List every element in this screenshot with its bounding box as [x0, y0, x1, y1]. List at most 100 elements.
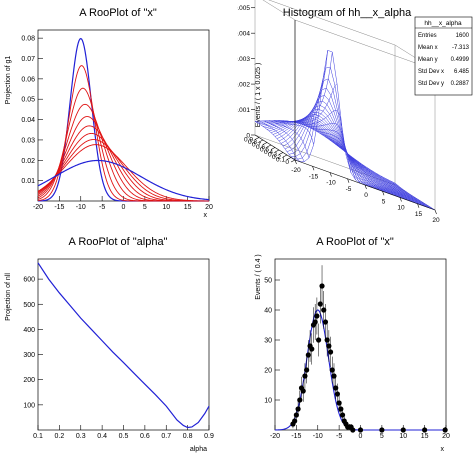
x-tick-label: 15 — [184, 204, 192, 211]
y-tick-label: 0.9 — [244, 137, 253, 144]
series-line-red — [37, 103, 209, 202]
x-tick-label: 20 — [442, 433, 450, 440]
y-axis-label: Events / ( 0.4 ) — [255, 254, 262, 300]
y-tick — [270, 147, 276, 150]
stats-value: -7.313 — [452, 45, 470, 51]
x-tick-label: -20 — [291, 167, 301, 174]
x-tick — [347, 178, 350, 183]
y-axis-label: Projection of nll — [5, 273, 12, 321]
y-tick — [262, 142, 268, 145]
mesh-line — [366, 167, 408, 201]
x-tick-label: -10 — [76, 204, 86, 211]
x-tick-label: 5 — [380, 433, 384, 440]
data-point — [322, 319, 329, 325]
mesh-line — [294, 49, 436, 211]
box-edge — [268, 0, 396, 46]
box-edge — [262, 0, 296, 21]
data-point — [309, 346, 315, 352]
x-tick-label: 5 — [143, 204, 147, 211]
plot-title: A RooPlot of "alpha" — [69, 236, 168, 248]
mesh-line — [296, 83, 338, 124]
x-tick-label: 0.7 — [161, 433, 171, 440]
nll-line — [37, 262, 210, 429]
mesh-line — [324, 136, 366, 186]
x-tick-label: 0.4 — [97, 433, 107, 440]
x-axis-label: alpha — [190, 446, 207, 453]
y-tick-label: 0.6 — [256, 144, 265, 151]
y-tick-label: 0.1 — [276, 157, 285, 164]
y-tick-label: 0.08 — [21, 36, 35, 43]
data-point — [305, 352, 311, 358]
stats-label: Std Dev y — [418, 81, 444, 87]
y-tick-label: 0.07 — [21, 56, 35, 63]
y-tick-label: 0 — [285, 159, 289, 166]
series-line-red — [37, 139, 210, 202]
y-tick-label: 100 — [23, 402, 35, 409]
z-tick-label: 0.001 — [237, 107, 250, 114]
x-tick — [434, 209, 437, 215]
y-tick-label: 30 — [264, 338, 272, 345]
y-tick-label: 600 — [23, 277, 35, 284]
stats-value: 6.485 — [454, 69, 470, 75]
mesh-line — [292, 66, 434, 210]
mesh-line — [268, 120, 310, 158]
y-tick-label: 500 — [23, 302, 35, 309]
data-point — [295, 406, 301, 412]
box-edge — [294, 19, 436, 71]
mesh-line — [290, 78, 432, 208]
series-line-red — [37, 144, 210, 202]
y-tick-label: 0.06 — [21, 76, 35, 83]
mesh-line — [288, 87, 430, 207]
mesh-line — [278, 114, 319, 123]
y-tick-label: 400 — [23, 327, 35, 334]
stats-label: Mean x — [418, 45, 438, 51]
curves — [37, 37, 210, 202]
data-point — [422, 427, 428, 433]
y-tick-label: 0.3 — [268, 152, 277, 159]
mesh-line — [385, 178, 426, 207]
x-tick-label: -5 — [99, 204, 105, 211]
y-tick — [258, 139, 264, 143]
stats-value: 1600 — [456, 33, 470, 39]
y-tick-label: 200 — [23, 377, 35, 384]
pad-gaussian-family: A RooPlot of "x" Projection of g1 x -20 -… — [5, 7, 213, 219]
data-point — [316, 337, 322, 343]
mesh-line — [315, 130, 356, 181]
y-tick — [274, 149, 280, 153]
x-tick — [417, 203, 420, 208]
y-axis-label: Projection of g1 — [5, 56, 12, 105]
fit-line — [274, 309, 446, 431]
stats-title: hh__x_alpha — [424, 20, 462, 27]
x-tick-label: -15 — [309, 173, 319, 180]
y-tick — [286, 157, 292, 160]
plot-title: A RooPlot of "x" — [79, 7, 157, 19]
data-point — [297, 397, 303, 403]
series-line-red — [37, 65, 209, 202]
x-tick-label: 0.6 — [140, 433, 150, 440]
x-tick-label: -5 — [346, 186, 352, 193]
x-tick-label: 0 — [364, 192, 368, 199]
data-point — [317, 301, 323, 307]
x-tick — [329, 172, 332, 177]
stats-value: 0.2887 — [451, 81, 470, 87]
x-axis-label: x — [204, 212, 208, 219]
y-tick-label: 0.4 — [264, 149, 273, 156]
data-point — [331, 373, 337, 379]
data-point — [312, 319, 318, 325]
data-point — [314, 313, 320, 319]
curves — [274, 265, 448, 433]
mesh-line — [292, 51, 333, 123]
y-tick — [278, 152, 284, 155]
y-tick-label: 300 — [23, 352, 35, 359]
mesh-line — [371, 170, 412, 202]
data-point — [339, 412, 346, 418]
z-tick-label: 0 — [246, 133, 250, 140]
mesh-line — [380, 175, 422, 206]
mesh-line — [343, 150, 384, 192]
x-tick-label: 0.5 — [119, 433, 129, 440]
data-point — [350, 427, 356, 433]
data-point — [326, 343, 332, 349]
mesh-line — [301, 110, 342, 126]
y-tick — [254, 137, 260, 140]
x-tick-label: 0 — [359, 433, 363, 440]
